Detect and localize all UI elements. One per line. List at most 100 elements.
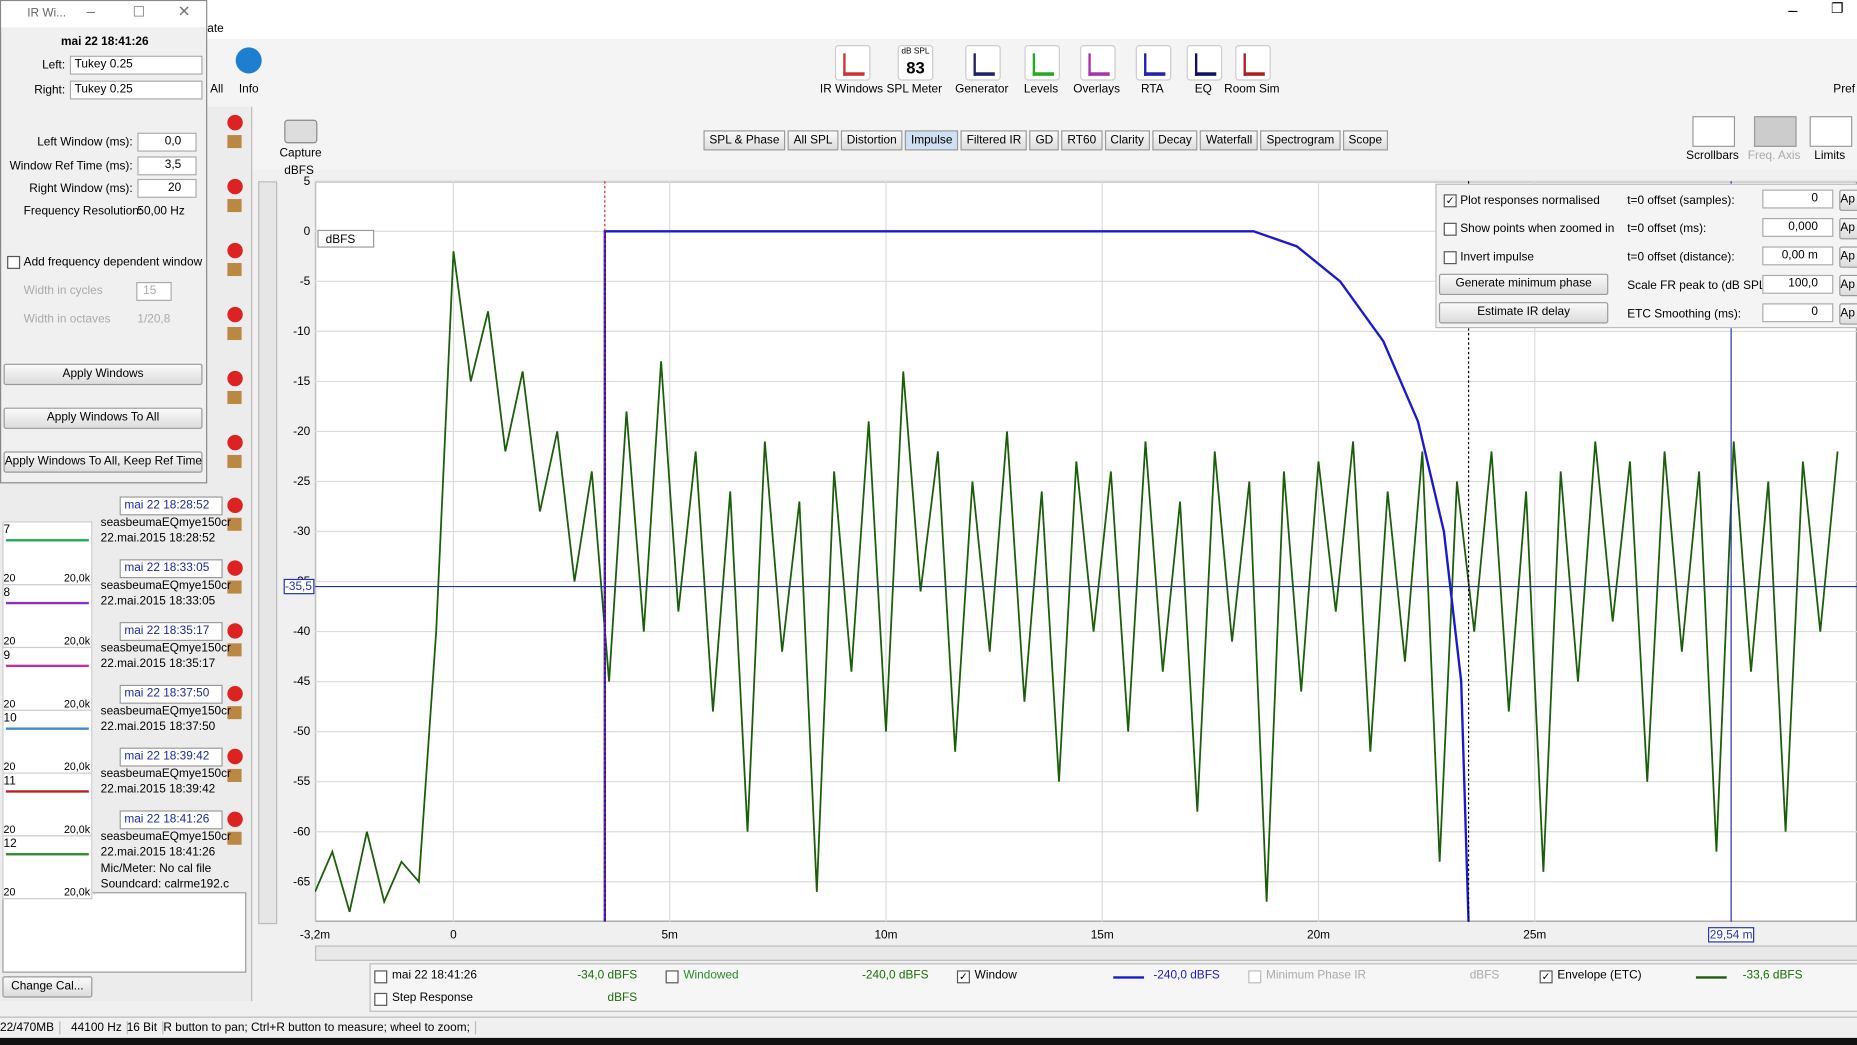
legend-checkbox[interactable]: [665, 970, 679, 984]
toolbar-icon[interactable]: [1080, 45, 1116, 81]
apply-button[interactable]: Ap: [1839, 274, 1857, 297]
option-checkbox[interactable]: [1443, 251, 1457, 265]
tab[interactable]: Spectrogram: [1260, 130, 1341, 151]
tab[interactable]: Impulse: [905, 130, 959, 151]
legend-checkbox[interactable]: [1248, 970, 1262, 984]
apply-button[interactable]: Ap: [1839, 303, 1857, 325]
tab[interactable]: Decay: [1152, 130, 1198, 151]
tab[interactable]: Scope: [1342, 130, 1389, 151]
tab[interactable]: SPL & Phase: [703, 130, 786, 151]
toolbar-icon[interactable]: dB SPL 83: [897, 45, 934, 81]
edit-icon[interactable]: [227, 706, 242, 720]
edit-icon[interactable]: [227, 135, 242, 149]
edit-icon[interactable]: [227, 517, 242, 531]
option-field-input[interactable]: 0,000: [1762, 218, 1834, 237]
edit-icon[interactable]: [227, 327, 242, 341]
remove-icon[interactable]: [227, 370, 243, 387]
capture-icon[interactable]: [284, 119, 318, 144]
remove-icon[interactable]: [227, 434, 243, 451]
field-input[interactable]: 20: [137, 178, 197, 198]
measurement-title[interactable]: mai 22 18:28:52: [119, 496, 223, 516]
measurement-title[interactable]: mai 22 18:33:05: [119, 559, 223, 579]
dialog-button[interactable]: Apply Windows To All: [3, 407, 203, 429]
option-field-input[interactable]: 100,0: [1762, 274, 1834, 294]
legend-checkbox[interactable]: ✓: [956, 970, 970, 984]
thumbnail: [2, 835, 93, 900]
toolbar-icon[interactable]: [1135, 45, 1172, 81]
list-scrollbar[interactable]: [258, 181, 278, 925]
tab[interactable]: Clarity: [1104, 130, 1150, 151]
change-cal-button[interactable]: Change Cal...: [2, 976, 93, 998]
option-field-input[interactable]: 0,00 m: [1762, 246, 1834, 266]
remove-icon[interactable]: [227, 114, 243, 131]
edit-icon[interactable]: [227, 454, 242, 468]
dialog-close[interactable]: ✕: [177, 2, 191, 21]
legend-checkbox[interactable]: [374, 970, 388, 984]
measurement-title[interactable]: mai 22 18:35:17: [119, 622, 223, 641]
edit-icon[interactable]: [227, 199, 242, 213]
field-input[interactable]: 0,0: [137, 132, 197, 152]
legend-checkbox[interactable]: [374, 992, 388, 1006]
option-button[interactable]: Generate minimum phase: [1438, 273, 1609, 296]
edit-icon[interactable]: [227, 390, 242, 405]
remove-icon[interactable]: [227, 306, 243, 323]
restore[interactable]: ❐: [1830, 0, 1844, 17]
cycles-value[interactable]: 15: [136, 281, 172, 301]
measurement-title[interactable]: mai 22 18:41:26: [119, 810, 223, 830]
menu-item[interactable]: ate: [207, 22, 224, 36]
option-checkbox[interactable]: ✓: [1443, 194, 1457, 208]
unit-select[interactable]: dBFS: [317, 229, 375, 248]
remove-icon[interactable]: [227, 497, 243, 514]
toolbar-icon[interactable]: [965, 45, 1001, 81]
option-field-input[interactable]: 0: [1762, 189, 1834, 209]
edit-icon[interactable]: [227, 580, 242, 594]
toolbar-icon[interactable]: [1186, 45, 1223, 81]
right-tool-icon[interactable]: [1692, 116, 1736, 147]
fdw-checkbox[interactable]: [7, 255, 21, 269]
dialog-button[interactable]: Apply Windows: [3, 363, 203, 386]
measurement-name: seasbeumaEQmye150cr: [100, 704, 232, 718]
right-tool-icon[interactable]: [1809, 116, 1853, 147]
minimize[interactable]: –: [1788, 0, 1798, 19]
remove-icon[interactable]: [227, 560, 243, 576]
toolbar-icon[interactable]: [834, 45, 871, 81]
right-tool-icon[interactable]: [1753, 116, 1797, 147]
remove-icon[interactable]: [227, 178, 243, 195]
measurement-info: Mic/Meter: No cal file: [100, 862, 212, 876]
remove-icon[interactable]: [227, 811, 243, 827]
right-select[interactable]: Tukey 0.25: [69, 80, 203, 100]
legend-checkbox[interactable]: ✓: [1539, 970, 1553, 984]
tab[interactable]: Waterfall: [1200, 130, 1259, 151]
edit-icon[interactable]: [227, 768, 242, 782]
toolbar-icon[interactable]: [1024, 45, 1060, 81]
tab[interactable]: Distortion: [840, 130, 903, 151]
edit-icon[interactable]: [227, 643, 242, 657]
toolbar-icon[interactable]: [1235, 45, 1271, 81]
tab[interactable]: RT60: [1061, 130, 1103, 151]
measurement-title[interactable]: mai 22 18:37:50: [119, 684, 223, 704]
left-select[interactable]: Tukey 0.25: [69, 55, 203, 75]
measurement-title[interactable]: mai 22 18:39:42: [119, 747, 223, 767]
legend-name: Step Response: [392, 991, 474, 1005]
remove-icon[interactable]: [227, 623, 243, 639]
option-button[interactable]: Estimate IR delay: [1438, 302, 1609, 324]
dialog-min[interactable]: –: [86, 2, 96, 21]
option-field-input[interactable]: 0: [1762, 303, 1834, 323]
apply-button[interactable]: Ap: [1839, 246, 1857, 268]
tab[interactable]: All SPL: [787, 130, 839, 151]
info-icon[interactable]: [235, 47, 262, 74]
dialog-button[interactable]: Apply Windows To All, Keep Ref Time: [3, 451, 203, 473]
h-scrollbar[interactable]: [315, 945, 1857, 961]
option-checkbox[interactable]: [1443, 222, 1457, 236]
tab[interactable]: GD: [1029, 130, 1060, 151]
remove-icon[interactable]: [227, 686, 243, 702]
edit-icon[interactable]: [227, 831, 242, 845]
apply-button[interactable]: Ap: [1839, 218, 1857, 240]
remove-icon[interactable]: [227, 242, 243, 259]
apply-button[interactable]: Ap: [1839, 189, 1857, 211]
tab[interactable]: Filtered IR: [960, 130, 1028, 151]
remove-icon[interactable]: [227, 748, 243, 765]
field-input[interactable]: 3,5: [137, 156, 197, 176]
edit-icon[interactable]: [227, 263, 242, 277]
dialog-max[interactable]: ☐: [132, 3, 146, 21]
